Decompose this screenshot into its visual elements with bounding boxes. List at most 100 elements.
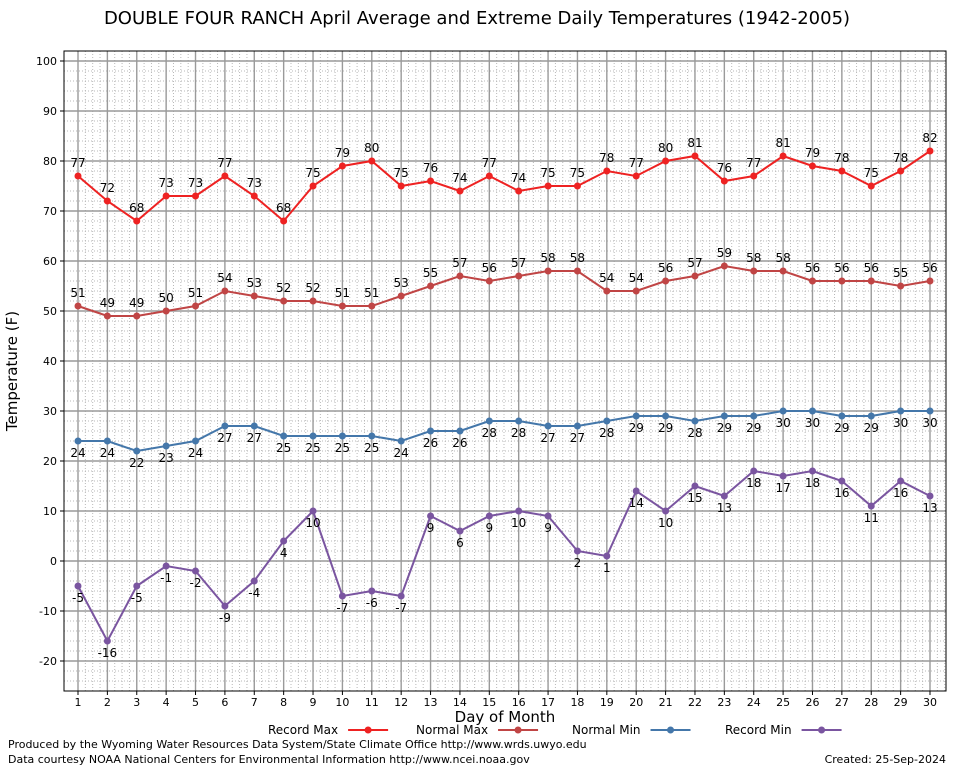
data-label-record-min: -7 <box>395 601 407 615</box>
data-label-record-min: 9 <box>485 521 493 535</box>
data-point-record-max <box>632 172 640 180</box>
data-point-record-min <box>427 512 435 520</box>
data-label-normal-min: 29 <box>834 421 849 435</box>
data-label-record-min: 15 <box>687 491 702 505</box>
data-label-normal-max: 52 <box>276 281 291 295</box>
data-label-normal-max: 49 <box>129 296 144 310</box>
data-label-record-max: 73 <box>188 176 203 190</box>
data-point-normal-max <box>691 272 699 280</box>
y-tick-label: 60 <box>43 255 57 268</box>
data-label-record-max: 74 <box>511 171 526 185</box>
data-label-normal-min: 23 <box>158 451 173 465</box>
data-point-normal-min <box>750 412 758 420</box>
data-point-normal-min <box>250 422 258 430</box>
series-record-max: 77 72 68 73 73 77 73 68 75 79 80 75 76 74 77 74 75 75 78 77… <box>70 131 938 225</box>
data-label-record-max: 80 <box>658 141 673 155</box>
data-label-normal-min: 28 <box>599 426 614 440</box>
data-point-record-max <box>691 152 699 160</box>
x-tick-label: 4 <box>163 696 170 709</box>
x-tick-label: 30 <box>923 696 937 709</box>
series-line-normal-max <box>77 264 931 317</box>
data-label-normal-min: 30 <box>805 416 820 430</box>
data-label-record-min: 4 <box>280 546 288 560</box>
data-label-normal-max: 58 <box>775 251 790 265</box>
data-point-record-min <box>250 577 258 585</box>
data-point-record-min <box>808 467 816 475</box>
data-point-normal-max <box>838 277 846 285</box>
data-label-normal-min: 29 <box>864 421 879 435</box>
legend-label-record-min: Record Min <box>725 723 792 737</box>
data-point-record-max <box>338 162 346 170</box>
data-label-record-min: 9 <box>427 521 435 535</box>
data-point-record-max <box>573 182 581 190</box>
legend: Record Max Normal Max Normal Min Record Min <box>268 723 842 737</box>
data-label-record-min: -7 <box>336 601 348 615</box>
x-tick-label: 1 <box>75 696 82 709</box>
data-point-record-max <box>485 172 493 180</box>
x-tick-label: 28 <box>864 696 878 709</box>
data-point-normal-min <box>397 437 405 445</box>
data-point-normal-min <box>691 417 699 425</box>
data-label-normal-min: 26 <box>423 436 438 450</box>
data-label-record-min: -1 <box>160 571 172 585</box>
data-label-normal-min: 29 <box>658 421 673 435</box>
data-point-record-min <box>838 477 846 485</box>
x-tick-label: 29 <box>894 696 908 709</box>
data-point-normal-min <box>808 407 816 415</box>
data-point-normal-min <box>103 437 111 445</box>
data-point-normal-max <box>192 302 200 310</box>
data-point-record-min <box>485 512 493 520</box>
data-point-record-max <box>74 172 82 180</box>
y-tick-label: -10 <box>39 605 57 618</box>
data-label-normal-max: 58 <box>746 251 761 265</box>
data-label-normal-min: 27 <box>540 431 555 445</box>
data-point-record-max <box>838 167 846 175</box>
data-label-normal-min: 27 <box>247 431 262 445</box>
data-label-record-min: -16 <box>98 646 118 660</box>
data-point-normal-max <box>603 287 611 295</box>
data-point-record-min <box>515 507 523 515</box>
data-point-normal-min <box>838 412 846 420</box>
data-label-record-max: 68 <box>129 201 144 215</box>
data-point-record-min <box>779 472 787 480</box>
data-label-normal-min: 24 <box>394 446 409 460</box>
data-label-normal-max: 54 <box>629 271 644 285</box>
data-label-normal-min: 25 <box>364 441 379 455</box>
data-label-normal-min: 28 <box>687 426 702 440</box>
y-tick-label: 30 <box>43 405 57 418</box>
data-point-normal-min <box>926 407 934 415</box>
data-label-normal-min: 29 <box>629 421 644 435</box>
data-point-record-max <box>280 217 288 225</box>
x-tick-label: 21 <box>659 696 673 709</box>
data-point-normal-min <box>779 407 787 415</box>
data-point-normal-min <box>897 407 905 415</box>
data-label-record-min: -4 <box>248 586 260 600</box>
data-point-record-max <box>544 182 552 190</box>
data-label-normal-max: 55 <box>423 266 438 280</box>
data-label-normal-min: 24 <box>100 446 115 460</box>
chart-title: DOUBLE FOUR RANCH April Average and Extr… <box>103 8 851 29</box>
data-label-normal-max: 54 <box>599 271 614 285</box>
data-label-normal-min: 28 <box>511 426 526 440</box>
data-point-record-max <box>250 192 258 200</box>
legend-label-normal-max: Normal Max <box>416 723 488 737</box>
legend-marker-record-max <box>364 726 372 734</box>
data-label-normal-min: 30 <box>893 416 908 430</box>
data-point-record-min <box>368 587 376 595</box>
data-point-record-min <box>573 547 581 555</box>
data-label-normal-max: 55 <box>893 266 908 280</box>
data-point-record-max <box>779 152 787 160</box>
legend-marker-normal-min <box>667 726 675 734</box>
data-label-normal-max: 56 <box>482 261 497 275</box>
data-point-record-min <box>162 562 170 570</box>
data-label-normal-max: 51 <box>335 286 350 300</box>
x-tick-label: 16 <box>512 696 526 709</box>
series-line-record-max <box>77 150 931 223</box>
data-label-record-min: 17 <box>775 481 790 495</box>
data-point-normal-max <box>632 287 640 295</box>
legend-label-normal-min: Normal Min <box>572 723 641 737</box>
data-point-normal-max <box>456 272 464 280</box>
data-point-record-min <box>456 527 464 535</box>
data-label-normal-max: 53 <box>394 276 409 290</box>
data-label-record-max: 68 <box>276 201 291 215</box>
